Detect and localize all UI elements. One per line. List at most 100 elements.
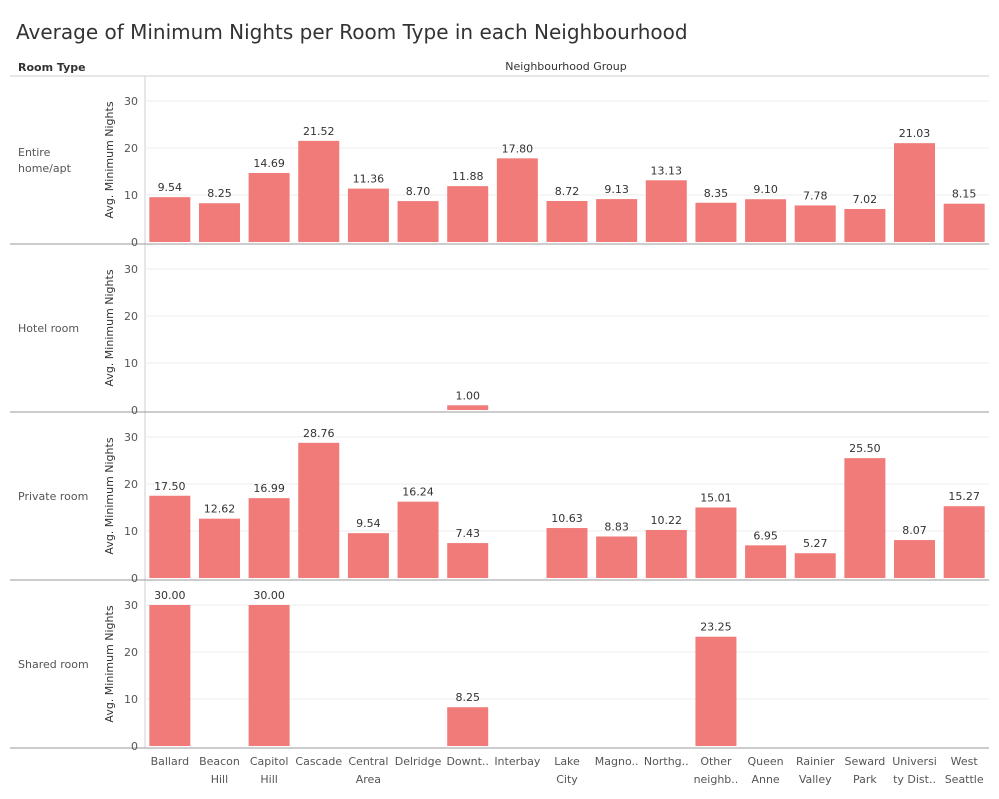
data-label: 23.25 [700, 621, 732, 634]
x-tick-label: Park [853, 773, 877, 786]
y-tick-label: 20 [124, 142, 138, 155]
x-tick-label: Lake [554, 755, 580, 768]
data-label: 9.54 [356, 517, 381, 530]
row-label: Hotel room [18, 322, 79, 335]
bar [844, 209, 886, 242]
x-tick-label: Central [348, 755, 388, 768]
bar [546, 528, 588, 578]
column-header: Neighbourhood Group [505, 60, 626, 73]
x-tick-label: Hill [211, 773, 228, 786]
data-label: 8.25 [455, 691, 480, 704]
x-tick-label: Ballard [151, 755, 189, 768]
x-tick-label: Northg.. [644, 755, 689, 768]
y-tick-label: 10 [124, 693, 138, 706]
bar [894, 143, 936, 242]
data-label: 10.63 [551, 512, 583, 525]
x-tick-label: Queen [748, 755, 784, 768]
y-tick-label: 20 [124, 310, 138, 323]
x-tick-label: Seward [844, 755, 885, 768]
bar [794, 205, 836, 242]
data-label: 9.54 [158, 181, 183, 194]
x-tick-label: Magno.. [595, 755, 639, 768]
bar [347, 533, 389, 578]
bar [894, 540, 936, 578]
y-tick-label: 30 [124, 431, 138, 444]
bar [794, 553, 836, 578]
bar [198, 203, 240, 242]
row-label: Entire [18, 146, 51, 159]
data-label: 7.02 [853, 193, 878, 206]
bar [695, 202, 737, 242]
x-tick-label: Hill [260, 773, 277, 786]
y-axis-title: Avg. Minimum Nights [103, 605, 116, 722]
data-label: 17.80 [502, 142, 534, 155]
y-tick-label: 30 [124, 599, 138, 612]
y-axis-title: Avg. Minimum Nights [103, 269, 116, 386]
data-label: 7.78 [803, 189, 828, 202]
y-axis-title: Avg. Minimum Nights [103, 101, 116, 218]
x-tick-label: Area [356, 773, 381, 786]
data-label: 1.00 [455, 389, 480, 402]
bar [397, 201, 439, 242]
x-tick-label: neighb.. [694, 773, 739, 786]
bar [695, 636, 737, 746]
data-label: 9.13 [604, 183, 629, 196]
bar [943, 506, 985, 578]
data-label: 21.52 [303, 125, 335, 138]
x-tick-label: Anne [751, 773, 779, 786]
bar [645, 180, 687, 242]
bar [248, 498, 290, 578]
y-tick-label: 10 [124, 357, 138, 370]
x-tick-label: Universi [892, 755, 937, 768]
data-label: 13.13 [651, 164, 683, 177]
data-label: 7.43 [455, 527, 480, 540]
row-label: home/apt [18, 162, 72, 175]
x-tick-label: Beacon [199, 755, 240, 768]
bar [645, 529, 687, 578]
data-label: 16.99 [253, 482, 285, 495]
x-tick-label: Interbay [494, 755, 541, 768]
data-label: 10.22 [651, 514, 683, 527]
bar [596, 536, 638, 578]
data-label: 8.70 [406, 185, 431, 198]
data-label: 8.35 [704, 187, 729, 200]
row-label: Shared room [18, 658, 89, 671]
data-label: 16.24 [402, 486, 434, 499]
data-label: 15.27 [948, 490, 980, 503]
data-label: 21.03 [899, 127, 931, 140]
data-label: 11.36 [353, 173, 385, 186]
data-label: 8.25 [207, 187, 232, 200]
bar [447, 405, 489, 410]
x-tick-label: Other [700, 755, 732, 768]
bar [745, 545, 787, 578]
bar [198, 518, 240, 578]
y-tick-label: 0 [131, 740, 138, 753]
y-tick-label: 20 [124, 646, 138, 659]
y-axis-title: Avg. Minimum Nights [103, 437, 116, 554]
data-label: 9.10 [753, 183, 778, 196]
data-label: 28.76 [303, 427, 335, 440]
y-tick-label: 0 [131, 236, 138, 249]
row-label: Private room [18, 490, 88, 503]
bar [149, 495, 191, 578]
bar [447, 543, 489, 578]
bar [298, 442, 340, 578]
bar [546, 201, 588, 242]
y-tick-label: 20 [124, 478, 138, 491]
data-label: 15.01 [700, 491, 732, 504]
y-tick-label: 10 [124, 189, 138, 202]
x-tick-label: Seattle [945, 773, 984, 786]
x-tick-label: City [556, 773, 578, 786]
bar [149, 605, 191, 746]
bar [447, 186, 489, 242]
x-tick-label: West [951, 755, 979, 768]
x-tick-label: ty Dist.. [893, 773, 936, 786]
data-label: 11.88 [452, 170, 484, 183]
bar [844, 458, 886, 578]
data-label: 5.27 [803, 537, 828, 550]
data-label: 30.00 [253, 589, 285, 602]
data-label: 12.62 [204, 503, 236, 516]
y-tick-label: 0 [131, 404, 138, 417]
bar [745, 199, 787, 242]
y-tick-label: 30 [124, 95, 138, 108]
